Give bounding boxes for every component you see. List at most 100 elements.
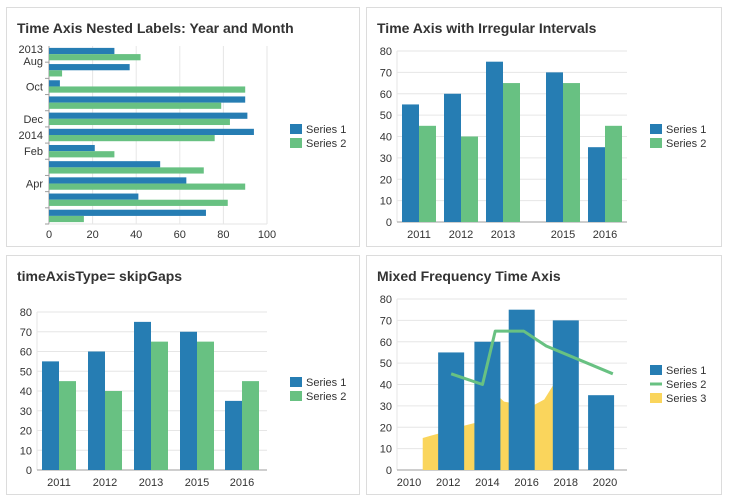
legend-label: Series 1 <box>666 365 706 377</box>
bar <box>49 183 246 190</box>
y-tick-label: 10 <box>20 445 32 457</box>
bar <box>49 128 254 135</box>
bar <box>105 391 122 470</box>
x-tick-label: 2016 <box>593 229 617 241</box>
bar <box>49 151 115 158</box>
bar <box>444 93 461 222</box>
bar <box>461 136 478 222</box>
legend-label: Series 2 <box>306 391 346 403</box>
bar <box>59 381 76 470</box>
bar <box>197 341 214 470</box>
chart-mixed-frequency: 0 10 20 30 40 50 60 70 80 2010 2012 2014 2016 2018 202… <box>380 294 707 489</box>
y-tick-label: 40 <box>380 380 392 392</box>
bar <box>605 125 622 222</box>
chart-panel-irregular-intervals: Time Axis with Irregular Intervals 0 10 20… <box>366 7 722 247</box>
y-tick-label: Dec <box>23 114 43 126</box>
chart-panel-mixed-frequency: Mixed Frequency Time Axis 0 10 20 30 40 50 60 7… <box>366 255 722 495</box>
x-tick-label: 2010 <box>397 477 421 489</box>
y-tick-label: 50 <box>380 110 392 122</box>
x-tick-label: 20 <box>86 229 98 241</box>
x-tick-label: 2015 <box>185 477 209 489</box>
legend-label: Series 1 <box>666 124 706 136</box>
bar <box>225 400 242 470</box>
y-tick-label: Oct <box>26 81 43 93</box>
bar <box>588 147 605 222</box>
legend-swatch <box>650 138 662 148</box>
bar <box>49 167 204 174</box>
x-tick-label: 2012 <box>93 477 117 489</box>
bar <box>134 321 151 470</box>
y-tick-label: 0 <box>26 465 32 477</box>
legend-swatch <box>290 138 302 148</box>
y-tick-label: 40 <box>20 386 32 398</box>
y-tick-label: 60 <box>20 347 32 359</box>
x-tick-label: 2013 <box>139 477 163 489</box>
bar <box>49 209 206 216</box>
bar <box>88 351 105 470</box>
legend-label: Series 1 <box>306 124 346 136</box>
chart-panel-nested-labels: Time Axis Nested Labels: Year and Month … <box>6 7 360 247</box>
bar <box>503 83 520 222</box>
x-tick-label: 2015 <box>551 229 575 241</box>
bar <box>49 193 139 200</box>
y-tick-label: 0 <box>386 465 392 477</box>
bar <box>42 361 59 470</box>
legend-swatch <box>290 124 302 134</box>
bar <box>402 104 419 222</box>
chart-title: Time Axis with Irregular Intervals <box>377 20 597 36</box>
x-tick-label: 60 <box>174 229 186 241</box>
y-tick-label: 80 <box>380 46 392 58</box>
chart-title: Mixed Frequency Time Axis <box>377 268 561 284</box>
x-tick-label: 2011 <box>47 477 71 489</box>
line-series-2 <box>450 329 614 386</box>
y-tick-label: 30 <box>380 401 392 413</box>
y-tick-label: 70 <box>380 67 392 79</box>
x-tick-label: 2018 <box>554 477 578 489</box>
y-tick-label: 30 <box>20 406 32 418</box>
y-tick-label: 80 <box>380 294 392 306</box>
chart-irregular-intervals: 0 10 20 30 40 50 60 70 80 2011 2012 2013 2015 2016 Ser… <box>380 46 707 241</box>
bar <box>49 54 141 61</box>
x-tick-label: 2016 <box>514 477 538 489</box>
legend-swatch <box>290 391 302 401</box>
legend-label: Series 1 <box>306 377 346 389</box>
bar <box>49 144 95 152</box>
y-tick-label: 10 <box>380 196 392 208</box>
bar <box>49 96 246 103</box>
y-tick-label: Feb <box>24 146 43 158</box>
bar <box>49 135 215 142</box>
bar <box>552 320 579 470</box>
x-tick-label: 100 <box>258 229 276 241</box>
legend-label: Series 2 <box>306 138 346 150</box>
y-tick-label: 40 <box>380 132 392 144</box>
y-tick-label: 70 <box>380 315 392 327</box>
y-tick-label: 20 <box>380 174 392 186</box>
legend-swatch <box>650 393 662 403</box>
bar <box>563 83 580 222</box>
x-tick-label: 40 <box>130 229 142 241</box>
legend-swatch <box>290 377 302 387</box>
bar <box>49 215 84 223</box>
chart-title: Time Axis Nested Labels: Year and Month <box>17 20 294 36</box>
bar <box>49 47 115 55</box>
y-tick-label: 0 <box>386 217 392 229</box>
bar <box>49 161 161 168</box>
bar <box>49 199 228 206</box>
legend-label: Series 2 <box>666 138 706 150</box>
bar <box>438 352 465 470</box>
y-tick-label: 50 <box>20 366 32 378</box>
x-tick-label: 2014 <box>475 477 499 489</box>
y-tick-label: 50 <box>380 358 392 370</box>
x-tick-label: 2020 <box>593 477 617 489</box>
y-tick-label: 20 <box>380 422 392 434</box>
bar <box>486 61 503 222</box>
x-tick-label: 2016 <box>230 477 254 489</box>
x-tick-label: 80 <box>217 229 229 241</box>
bar <box>49 64 130 71</box>
x-tick-label: 2012 <box>449 229 473 241</box>
bar <box>419 125 436 222</box>
chart-title: timeAxisType= skipGaps <box>17 268 183 284</box>
y-tick-label: 60 <box>380 89 392 101</box>
y-tick-label: Apr <box>26 179 43 191</box>
bar <box>588 395 615 470</box>
